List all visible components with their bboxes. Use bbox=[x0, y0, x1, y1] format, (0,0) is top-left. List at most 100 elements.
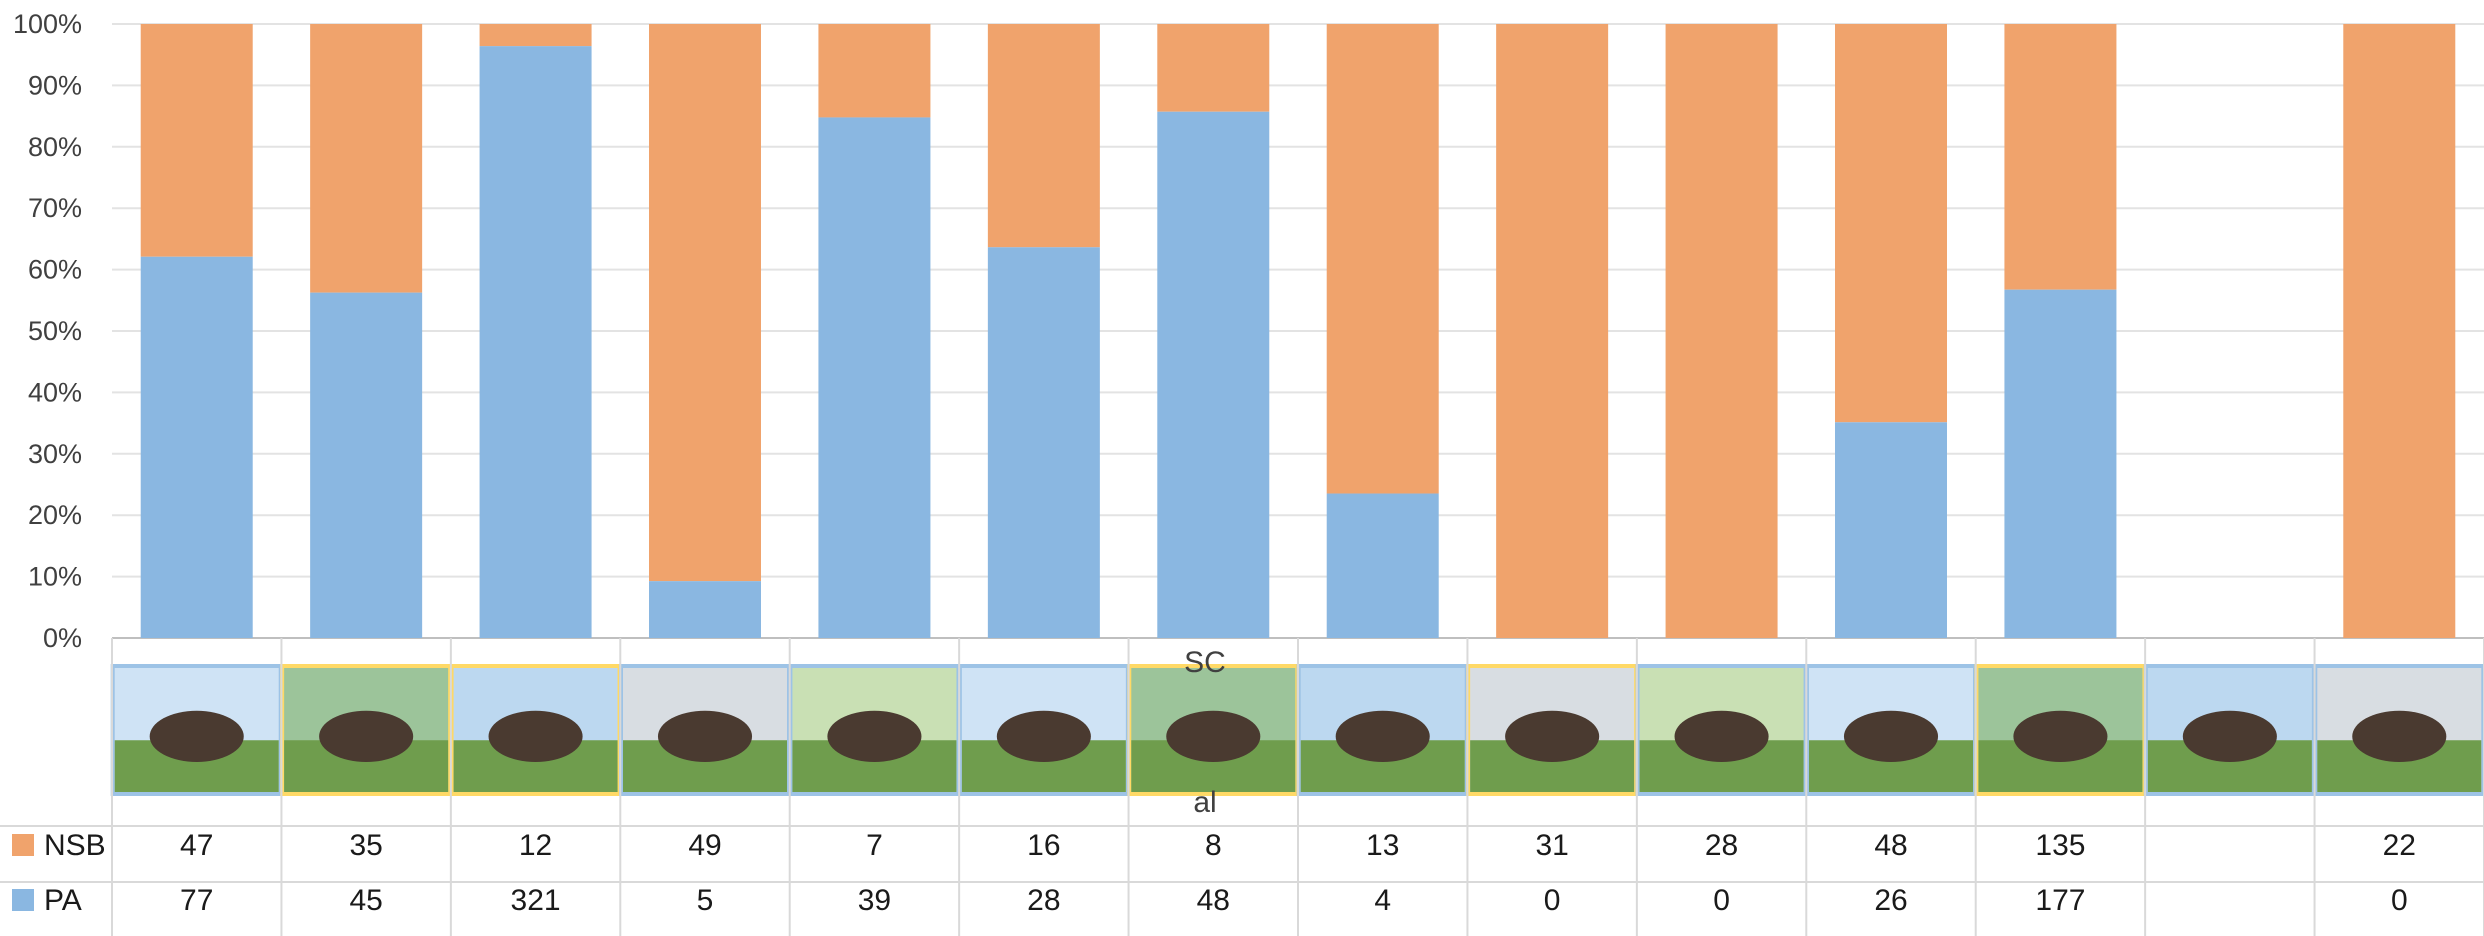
brown-cow-photo bbox=[1296, 664, 1469, 796]
photo-animal bbox=[1843, 710, 1939, 763]
photo-animal bbox=[827, 710, 922, 763]
goat-photo bbox=[2313, 664, 2484, 796]
table-cell: 49 bbox=[688, 829, 721, 862]
table-cell: 16 bbox=[1027, 829, 1060, 862]
y-tick-label: 70% bbox=[28, 193, 82, 223]
y-tick-label: 80% bbox=[28, 132, 82, 162]
bar-segment-pa bbox=[479, 46, 592, 639]
dark-horse-with-handler-photo bbox=[280, 664, 453, 796]
table-cell: 7 bbox=[866, 829, 883, 862]
y-tick-label: 90% bbox=[28, 70, 82, 100]
grey-cow-photo bbox=[957, 664, 1130, 796]
table-cell: 26 bbox=[1874, 884, 1907, 917]
bar-segment-nsb bbox=[310, 24, 423, 293]
table-cell: 47 bbox=[180, 829, 213, 862]
photo-animal bbox=[1166, 710, 1261, 763]
legend-swatch bbox=[12, 889, 34, 911]
bars bbox=[140, 24, 2456, 639]
bar-segment-pa bbox=[140, 256, 253, 638]
bar-segment-pa bbox=[2004, 289, 2117, 638]
spotted-pigs-photo bbox=[1635, 664, 1808, 796]
bar-segment-pa bbox=[987, 247, 1100, 639]
bar-segment-pa bbox=[1835, 422, 1947, 638]
gridlines bbox=[112, 23, 2484, 639]
bar-segment-pa bbox=[1157, 111, 1270, 638]
photo-animal bbox=[657, 710, 753, 763]
bay-horse-photo bbox=[619, 664, 791, 796]
table-cell: 13 bbox=[1366, 829, 1399, 862]
herd-of-cows-photo bbox=[1127, 664, 1300, 796]
bar-segment-nsb bbox=[1665, 24, 1778, 638]
y-tick-label: 20% bbox=[28, 500, 82, 530]
bar-segment-pa bbox=[1326, 493, 1439, 638]
bar-segment-nsb bbox=[2004, 24, 2117, 290]
table-cell: 321 bbox=[511, 884, 561, 917]
photo-animal bbox=[2352, 710, 2447, 763]
photo-animal bbox=[1674, 710, 1769, 763]
category-images bbox=[110, 664, 2484, 796]
table-cell: 22 bbox=[2383, 829, 2416, 862]
table-cell: 4 bbox=[1374, 884, 1391, 917]
table-cell: 177 bbox=[2035, 884, 2085, 917]
bar-segment-nsb bbox=[818, 24, 931, 118]
y-tick-label: 100% bbox=[13, 9, 82, 39]
table-cell: 28 bbox=[1705, 829, 1738, 862]
y-tick-label: 10% bbox=[28, 562, 82, 592]
table-cell: 12 bbox=[519, 829, 552, 862]
stray-label: SC bbox=[1184, 646, 1226, 679]
y-tick-label: 40% bbox=[28, 377, 82, 407]
photo-animal bbox=[996, 710, 1091, 763]
black-white-cow-photo bbox=[788, 664, 961, 796]
photo-animal bbox=[488, 710, 583, 763]
white-sheep-photo bbox=[1974, 664, 2147, 796]
photo-animal bbox=[2182, 710, 2277, 763]
legend-label: NSB bbox=[44, 829, 106, 862]
table-cell: 0 bbox=[2391, 884, 2408, 917]
bar-segment-pa bbox=[818, 117, 931, 638]
table-cell: 31 bbox=[1535, 829, 1568, 862]
table-cell: 135 bbox=[2035, 829, 2085, 862]
photo-animal bbox=[1505, 710, 1600, 763]
y-tick-label: 0% bbox=[43, 623, 82, 653]
y-tick-label: 30% bbox=[28, 439, 82, 469]
bar-segment-pa bbox=[649, 581, 761, 638]
data-table: NSB 47 35 12 49 7 16 8 13 31 28 48 135 22 PA 77 45 321 5 39… bbox=[0, 638, 2484, 936]
stray-label: al bbox=[1193, 786, 1216, 819]
woolly-sheep-photo bbox=[1805, 664, 1977, 796]
y-tick-label: 50% bbox=[28, 316, 82, 346]
bar-segment-nsb bbox=[479, 24, 592, 47]
bar-segment-pa bbox=[310, 292, 423, 638]
photo-animal bbox=[149, 710, 244, 763]
table-cell: 35 bbox=[349, 829, 382, 862]
legend-swatch bbox=[12, 834, 34, 856]
legend-label: PA bbox=[44, 884, 82, 917]
table-cell: 48 bbox=[1874, 829, 1907, 862]
stray-labels: SC al bbox=[1184, 646, 1226, 819]
bar-segment-nsb bbox=[1496, 24, 1609, 638]
palomino-horse-photo bbox=[449, 664, 622, 796]
y-tick-label: 60% bbox=[28, 255, 82, 285]
white-geese-photo bbox=[2143, 664, 2316, 796]
table-cell: 8 bbox=[1205, 829, 1222, 862]
bar-segment-nsb bbox=[1157, 24, 1270, 112]
bar-segment-nsb bbox=[649, 24, 761, 582]
table-cell: 39 bbox=[858, 884, 891, 917]
table-cell: 0 bbox=[1544, 884, 1561, 917]
photo-animal bbox=[319, 710, 414, 763]
black-horse-photo bbox=[110, 664, 283, 796]
bar-segment-nsb bbox=[1835, 24, 1947, 423]
bar-segment-nsb bbox=[987, 24, 1100, 248]
y-axis-ticks: 0% 10% 20% 30% 40% 50% 60% 70% 80% 90% 100% bbox=[13, 9, 82, 653]
table-cell: 77 bbox=[180, 884, 213, 917]
bar-segment-nsb bbox=[2343, 24, 2456, 638]
table-cell: 48 bbox=[1197, 884, 1230, 917]
bar-segment-nsb bbox=[1326, 24, 1439, 494]
photo-animal bbox=[2013, 710, 2108, 763]
bar-segment-nsb bbox=[140, 24, 253, 257]
table-cell: 45 bbox=[349, 884, 382, 917]
photo-animal bbox=[1335, 710, 1430, 763]
table-cell: 0 bbox=[1713, 884, 1730, 917]
pink-pigs-photo bbox=[1466, 664, 1639, 796]
table-cell: 5 bbox=[697, 884, 714, 917]
